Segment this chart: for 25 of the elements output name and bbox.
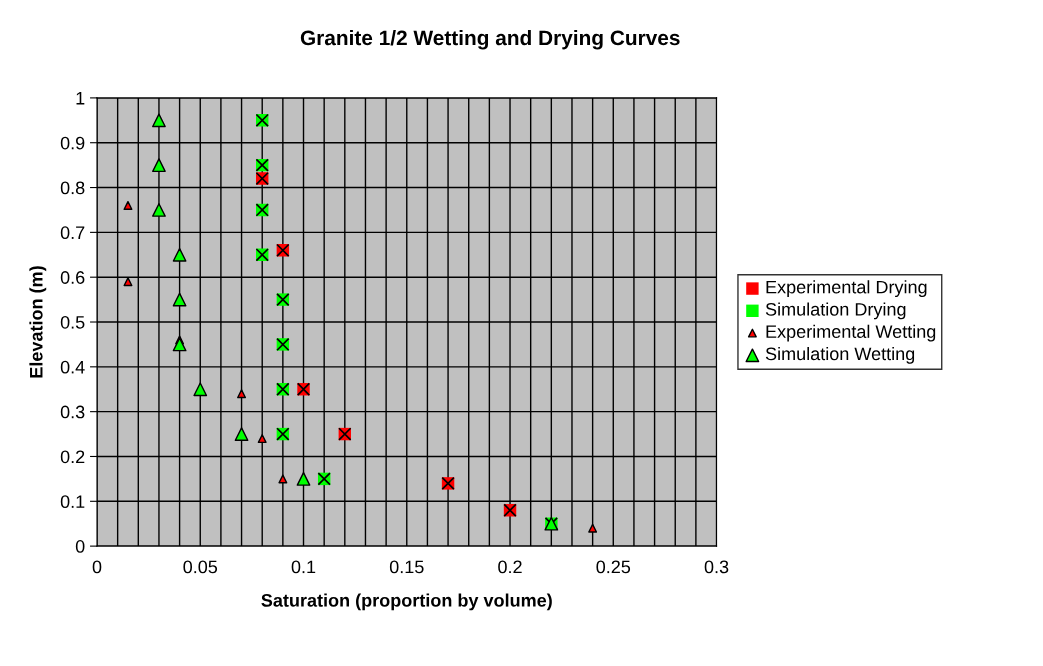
x-tick-label: 0.15 [389, 560, 424, 574]
y-tick-label: 0.7 [60, 226, 85, 240]
y-tick-label: 0.9 [60, 136, 85, 150]
x-axis-title: Saturation (proportion by volume) [261, 593, 552, 611]
y-tick-label: 0.8 [60, 181, 85, 195]
x-tick-label: 0.25 [596, 560, 631, 574]
legend-label: Experimental Wetting [766, 324, 936, 342]
legend-label: Simulation Drying [765, 302, 906, 320]
y-tick-label: 0.3 [60, 405, 85, 419]
legend-label: Simulation Wetting [765, 346, 915, 364]
y-tick-label: 0.4 [60, 360, 85, 374]
x-tick-label: 0.1 [291, 560, 316, 574]
x-tick-label: 0 [92, 560, 102, 574]
y-tick-label: 0 [75, 540, 85, 553]
x-tick-label: 0.2 [498, 560, 522, 574]
y-tick-label: 1 [76, 92, 85, 105]
legend-label: Experimental Drying [766, 280, 927, 298]
y-tick-label: 0.6 [60, 271, 85, 284]
y-tick-label: 0.2 [60, 450, 85, 464]
chart-title: Granite 1/2 Wetting and Drying Curves [300, 29, 680, 50]
x-tick-label: 0.3 [704, 560, 729, 574]
y-tick-label: 0.1 [60, 495, 85, 509]
y-axis-title: Elevation (m) [29, 266, 47, 378]
x-tick-label: 0.05 [183, 560, 218, 574]
y-tick-label: 0.5 [60, 315, 85, 329]
